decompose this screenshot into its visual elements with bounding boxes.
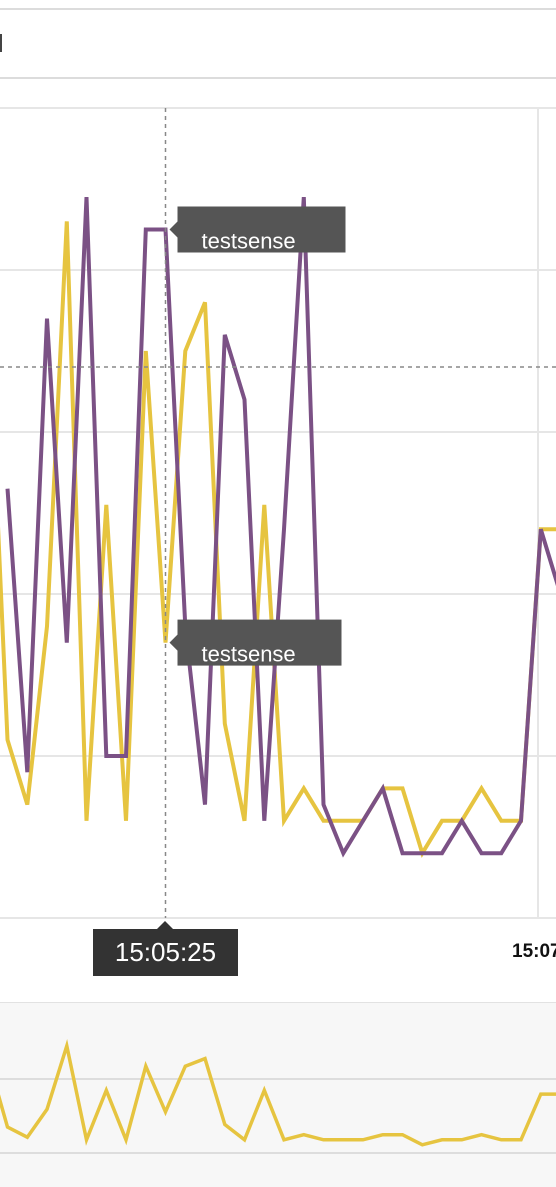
crosshair-time-text: 15:05:25: [115, 937, 216, 968]
toolbar-handle: [0, 34, 2, 52]
tooltip-1-text: testsense: [202, 642, 296, 667]
toolbar-top-border: [0, 8, 556, 10]
overview-panel[interactable]: [0, 1002, 556, 1187]
series-0-line: [0, 221, 556, 853]
x-tick-label: 15:07: [512, 941, 556, 963]
overview-line-chart[interactable]: [0, 1003, 556, 1187]
toolbar-bottom-border: [0, 77, 556, 79]
tooltip-1: testsense: [170, 620, 342, 667]
overview-series-0-line: [0, 1046, 556, 1145]
crosshair-time-label: 15:05:25: [93, 929, 238, 976]
main-line-chart[interactable]: testsense testsense: [0, 80, 556, 920]
tooltip-0-text: testsense: [202, 229, 296, 254]
series-lines: [0, 197, 556, 853]
tooltip-0: testsense: [170, 207, 346, 254]
top-toolbar: [0, 0, 556, 80]
